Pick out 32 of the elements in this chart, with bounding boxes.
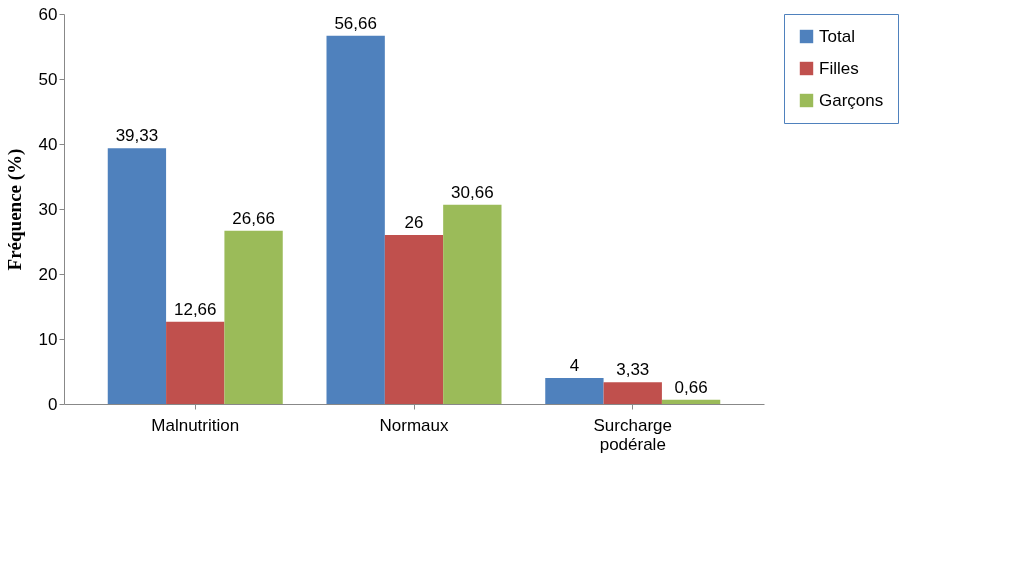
y-tick-label: 60 — [38, 4, 58, 24]
legend-label: Filles — [819, 58, 859, 78]
data-label: 4 — [569, 356, 580, 375]
y-axis-title: Fréquence (%) — [3, 148, 26, 271]
bar — [661, 399, 721, 404]
data-label: 39,33 — [115, 126, 159, 146]
data-label: 26 — [404, 213, 424, 232]
y-tick-label: 20 — [38, 264, 58, 284]
y-tick-label: 40 — [38, 134, 58, 154]
y-tick-label: 0 — [48, 394, 58, 414]
bar — [224, 230, 283, 404]
x-tick-label: Surcharge podérale — [593, 415, 672, 454]
y-tick-label: 50 — [38, 69, 58, 89]
legend-label: Total — [819, 26, 855, 46]
bar — [166, 321, 225, 404]
x-tick-label: Normaux — [379, 415, 449, 435]
data-label: 3,33 — [616, 360, 650, 380]
bar — [326, 35, 385, 404]
bar — [384, 235, 444, 404]
data-label: 0,66 — [674, 377, 708, 397]
y-tick-label: 10 — [38, 329, 58, 349]
bar — [545, 378, 604, 404]
data-label: 30,66 — [451, 182, 494, 202]
data-label: 26,66 — [232, 208, 275, 228]
data-label: 12,66 — [173, 299, 217, 319]
legend-label: Garçons — [819, 90, 884, 110]
x-tick-label: Malnutrition — [151, 415, 240, 435]
bar — [603, 382, 662, 404]
data-label: 56,66 — [334, 13, 377, 33]
bar — [443, 204, 502, 404]
y-tick-label: 30 — [38, 199, 58, 219]
bar — [107, 148, 167, 404]
